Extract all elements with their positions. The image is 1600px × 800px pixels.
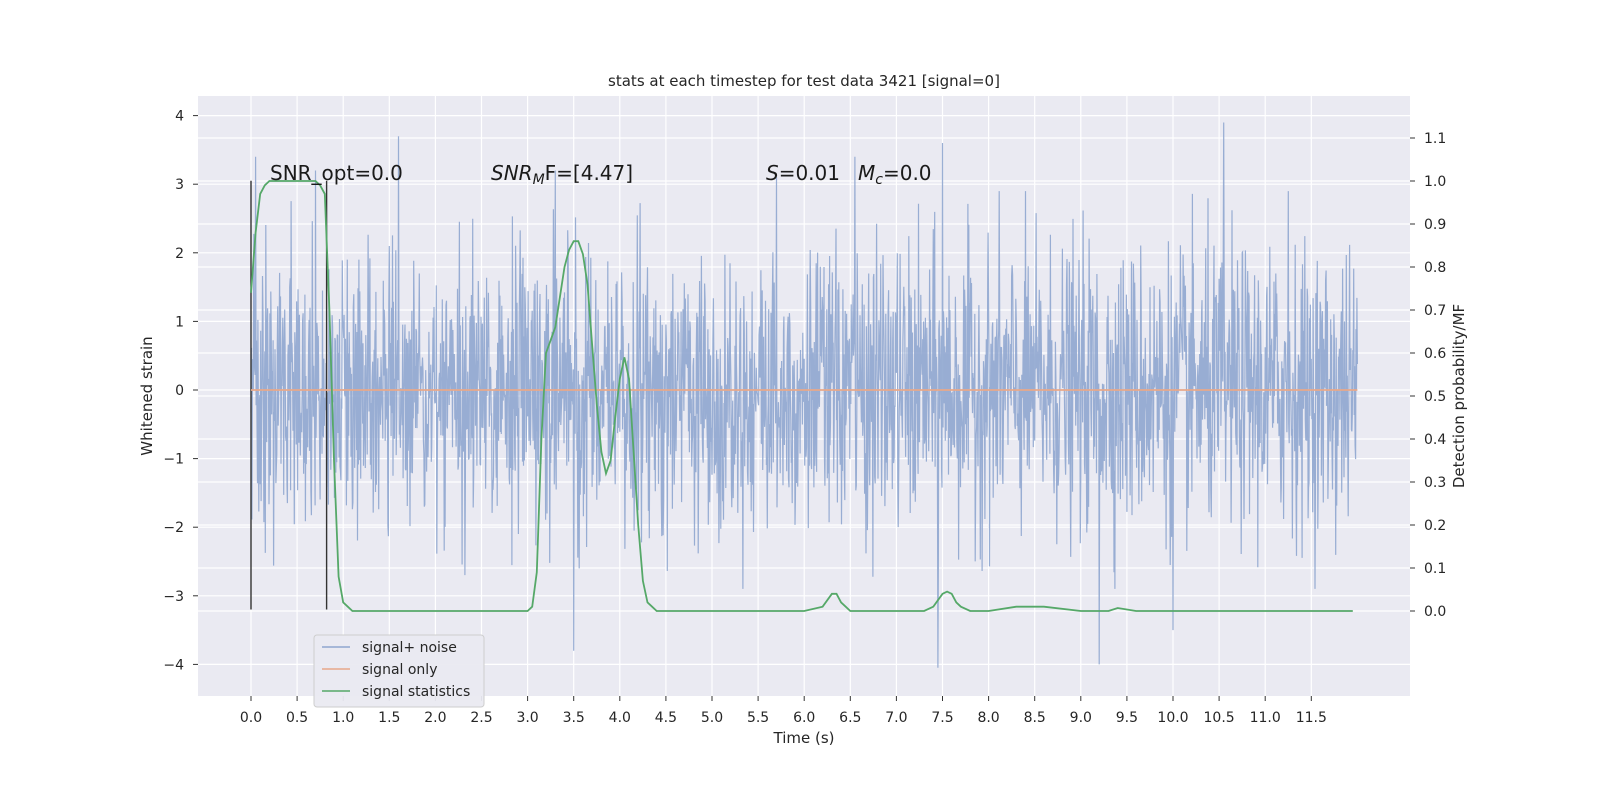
x-tick-label: 9.0 [1070, 710, 1092, 726]
x-tick-label: 1.0 [332, 710, 354, 726]
y-right-tick-label: 1.1 [1424, 131, 1446, 147]
x-tick-label: 4.5 [655, 710, 677, 726]
legend-box [313, 634, 485, 708]
y-right-tick-label: 0.6 [1424, 346, 1446, 362]
y-left-tick-label: 3 [175, 177, 184, 193]
annotation-snr-mf: SNRMF=[4.47] [491, 161, 633, 188]
x-tick-label: 6.5 [839, 710, 861, 726]
x-tick-label: 0.5 [286, 710, 308, 726]
legend: signal+ noise signal only signal statist… [313, 634, 485, 708]
y-left-tick-label: −3 [163, 589, 184, 605]
annotation-s-label: S [766, 161, 779, 185]
legend-label-signal-noise: signal+ noise [362, 640, 457, 656]
legend-label-signal-only: signal only [362, 662, 437, 678]
y-left-tick-label: 4 [175, 109, 184, 125]
y-left-axis-label: Whitened strain [138, 336, 156, 455]
signal-noise-line [250, 122, 1358, 668]
y-right-tick-label: 0.2 [1424, 518, 1446, 534]
annotation-snr-mf-sub: M [533, 172, 545, 188]
x-tick-label: 8.0 [977, 710, 999, 726]
annotation-s-value: =0.01 [779, 161, 840, 185]
y-left-tick-label: 1 [175, 314, 184, 330]
x-tick-label: 2.0 [424, 710, 446, 726]
x-tick-label: 0.0 [240, 710, 262, 726]
y-left-tick-labels: 4 3 2 1 0 −1 −2 −3 −4 [163, 109, 198, 673]
signal-statistics-line [250, 180, 1353, 612]
x-tick-label: 2.5 [470, 710, 492, 726]
x-tick-label: 10.0 [1157, 710, 1188, 726]
y-right-tick-label: 0.8 [1424, 260, 1446, 276]
y-left-tick-label: 0 [175, 383, 184, 399]
annotation-mc-value: =0.0 [883, 161, 932, 185]
y-left-tick-label: 2 [175, 246, 184, 262]
x-tick-label: 5.5 [747, 710, 769, 726]
x-tick-label: 7.5 [931, 710, 953, 726]
x-tick-label: 3.5 [563, 710, 585, 726]
x-tick-label: 6.0 [793, 710, 815, 726]
y-left-tick-label: −4 [163, 657, 184, 673]
y-right-axis-label: Detection probability/MF [1450, 304, 1468, 488]
annotation-s: S=0.01 [766, 161, 840, 185]
x-tick-label: 5.0 [701, 710, 723, 726]
chart-title: stats at each timestep for test data 342… [608, 72, 1000, 90]
annotation-mc-main: M [858, 161, 875, 185]
x-tick-label: 11.5 [1296, 710, 1327, 726]
y-right-tick-label: 1.0 [1424, 174, 1446, 190]
y-right-tick-label: 0.1 [1424, 561, 1446, 577]
annotation-mc-sub: c [875, 172, 883, 188]
y-right-tick-label: 0.5 [1424, 389, 1446, 405]
signal-noise-series [250, 122, 1358, 668]
legend-label-signal-statistics: signal statistics [362, 684, 470, 700]
x-tick-label: 8.5 [1024, 710, 1046, 726]
y-right-tick-label: 0.3 [1424, 475, 1446, 491]
x-tick-label: 9.5 [1116, 710, 1138, 726]
y-left-tick-label: −1 [163, 452, 184, 468]
x-tick-labels: 0.0 0.5 1.0 1.5 2.0 2.5 3.0 3.5 4.0 4.5 5.0 5.5 6.0 6… [240, 696, 1327, 726]
x-tick-label: 10.5 [1204, 710, 1235, 726]
signal-statistics-series [250, 180, 1353, 612]
y-right-tick-label: 0.4 [1424, 432, 1446, 448]
y-right-tick-label: 0.7 [1424, 303, 1446, 319]
annotation-snr-mf-rest: F=[4.47] [545, 161, 633, 185]
x-axis-label: Time (s) [773, 729, 835, 747]
annotation-mc: Mc=0.0 [858, 161, 932, 188]
annotation-snr-mf-main: SNR [491, 161, 533, 185]
y-left-tick-label: −2 [163, 520, 184, 536]
y-right-tick-labels: 1.1 1.0 0.9 0.8 0.7 0.6 0.5 0.4 0.3 0.2 0.1 0.0 [1410, 131, 1446, 620]
x-tick-label: 11.0 [1250, 710, 1281, 726]
y-right-tick-label: 0.0 [1424, 604, 1446, 620]
x-tick-label: 3.0 [516, 710, 538, 726]
x-tick-label: 1.5 [378, 710, 400, 726]
annotation-snr-opt: SNR_opt=0.0 [270, 161, 403, 185]
x-tick-label: 7.0 [885, 710, 907, 726]
y-right-tick-label: 0.9 [1424, 217, 1446, 233]
x-tick-label: 4.0 [609, 710, 631, 726]
